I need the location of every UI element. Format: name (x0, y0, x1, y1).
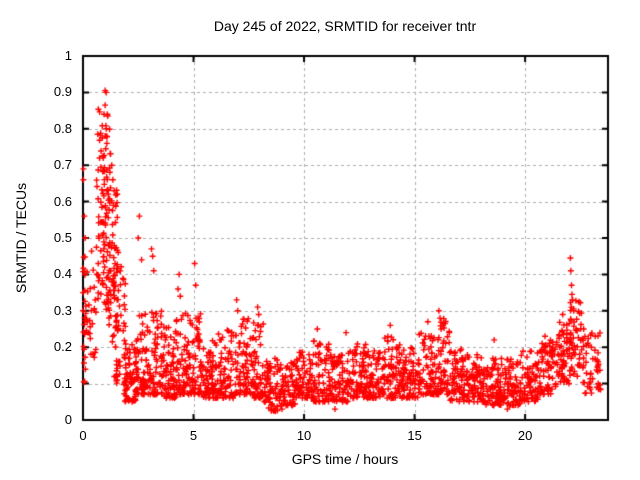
y-tick-label: 0.6 (53, 193, 72, 209)
chart-title: Day 245 of 2022, SRMTID for receiver tnt… (213, 18, 477, 34)
x-tick-label: 15 (407, 428, 422, 443)
y-tick-label: 0.4 (53, 266, 72, 282)
y-tick-label: 0.3 (53, 302, 72, 318)
y-tick-label: 0.1 (53, 375, 72, 391)
x-tick-label: 20 (517, 428, 533, 443)
y-tick-label: 0.5 (53, 230, 72, 245)
y-tick-label: 0.9 (53, 84, 72, 100)
x-tick-label: 10 (296, 428, 312, 443)
y-tick-label: 0.8 (53, 120, 72, 136)
y-tick-label: 0.2 (53, 339, 72, 355)
y-tick-label: 0.7 (53, 157, 72, 173)
x-tick-label: 0 (79, 428, 87, 443)
y-tick-label: 0 (64, 412, 72, 427)
x-axis-label: GPS time / hours (291, 451, 399, 467)
y-tick-label: 1 (64, 48, 72, 63)
x-tick-label: 5 (189, 428, 198, 443)
